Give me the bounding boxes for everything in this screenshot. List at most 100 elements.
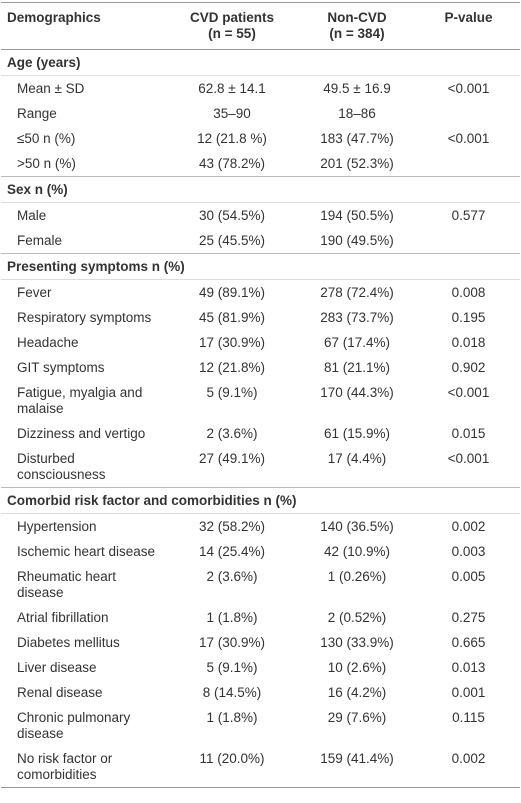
cell: 0.115	[452, 709, 485, 725]
cell: 17 (30.9%)	[198, 334, 266, 350]
cell: 194 (50.5%)	[320, 207, 394, 223]
cell: 0.018	[451, 334, 486, 350]
cell: 278 (72.4%)	[320, 284, 394, 300]
cell: 5 (9.1%)	[206, 659, 258, 675]
row-label: Male	[17, 207, 47, 223]
cell: 140 (36.5%)	[320, 518, 394, 534]
cell: 16 (4.2%)	[327, 684, 387, 700]
section-row: Comorbid risk factor and comorbidities n…	[1, 487, 520, 514]
data-row: Hypertension 32 (58.2%) 140 (36.5%) 0.002	[1, 514, 520, 540]
data-row: Dizziness and vertigo 2 (3.6%) 61 (15.9%) 0…	[1, 421, 520, 446]
data-row: Ischemic heart disease 14 (25.4%) 42 (10.9…	[1, 539, 520, 564]
row-label: Female	[17, 232, 63, 248]
table-body: Age (years) Mean ± SD 62.8 ± 14.1 49.5 ± 16…	[1, 49, 520, 788]
cell	[417, 228, 520, 254]
cell: 27 (49.1%)	[198, 450, 266, 466]
cell: 0.013	[451, 659, 486, 675]
cell: 130 (33.9%)	[320, 634, 394, 650]
cell: 0.015	[451, 425, 486, 441]
cell: 159 (41.4%)	[320, 750, 394, 766]
cell: 8 (14.5%)	[202, 684, 262, 700]
section-title: Age (years)	[1, 49, 520, 76]
row-label: Dizziness and vertigo	[17, 425, 146, 441]
data-row: Fever 49 (89.1%) 278 (72.4%) 0.008	[1, 280, 520, 306]
cell: 0.902	[451, 359, 486, 375]
section-row: Sex n (%)	[1, 176, 520, 203]
row-label: Mean ± SD	[17, 80, 85, 96]
data-row: Fatigue, myalgia and malaise 5 (9.1%) 170 …	[1, 380, 520, 421]
row-label: Chronic pulmonary disease	[17, 709, 131, 741]
cell: 0.008	[451, 284, 486, 300]
cell: 170 (44.3%)	[320, 384, 394, 400]
data-row: Female 25 (45.5%) 190 (49.5%)	[1, 228, 520, 254]
row-label: No risk factor or comorbidities	[17, 750, 113, 782]
data-row: Disturbed consciousness 27 (49.1%) 17 (4.4…	[1, 446, 520, 488]
data-row: Headache 17 (30.9%) 67 (17.4%) 0.018	[1, 330, 520, 355]
cell: 2 (3.6%)	[206, 568, 258, 584]
row-label: >50 n (%)	[17, 155, 76, 171]
row-label: Rheumatic heart disease	[17, 568, 117, 600]
header-text: P-value	[444, 10, 493, 25]
data-row: ≤50 n (%) 12 (21.8 %) 183 (47.7%) <0.001	[1, 126, 520, 151]
cell: 183 (47.7%)	[320, 130, 394, 146]
data-row: Male 30 (54.5%) 194 (50.5%) 0.577	[1, 203, 520, 229]
cell: 0.275	[451, 609, 486, 625]
row-label: Fever	[17, 284, 52, 300]
cell	[417, 151, 520, 177]
header-text: Non-CVD	[327, 10, 387, 25]
cell: <0.001	[447, 384, 490, 400]
cell: 12 (21.8 %)	[197, 130, 267, 146]
cell: 67 (17.4%)	[323, 334, 391, 350]
cell: 2 (0.52%)	[327, 609, 387, 625]
cell: 30 (54.5%)	[198, 207, 266, 223]
column-header: CVD patients (n = 55)	[167, 2, 297, 50]
data-row: >50 n (%) 43 (78.2%) 201 (52.3%)	[1, 151, 520, 177]
cell	[417, 101, 520, 126]
column-header: Demographics	[1, 2, 167, 50]
cell: 62.8 ± 14.1	[198, 80, 266, 96]
section-title: Sex n (%)	[1, 176, 520, 203]
cell: 17 (30.9%)	[198, 634, 266, 650]
row-label: Liver disease	[17, 659, 97, 675]
column-header: P-value	[417, 2, 520, 50]
cell: 0.002	[451, 518, 486, 534]
cell: 0.005	[451, 568, 486, 584]
row-label: ≤50 n (%)	[17, 130, 76, 146]
header-text: Demographics	[7, 10, 101, 25]
cell: 201 (52.3%)	[320, 155, 394, 171]
row-label: Respiratory symptoms	[17, 309, 152, 325]
row-label: Ischemic heart disease	[17, 543, 156, 559]
data-row: Mean ± SD 62.8 ± 14.1 49.5 ± 16.9 <0.001	[1, 76, 520, 102]
header-text: CVD patients	[189, 10, 274, 25]
data-row: Diabetes mellitus 17 (30.9%) 130 (33.9%) 0.…	[1, 630, 520, 655]
row-label: Atrial fibrillation	[17, 609, 109, 625]
header-row: Demographics CVD patients (n = 55) Non-CVD(…	[1, 2, 520, 50]
data-row: Liver disease 5 (9.1%) 10 (2.6%) 0.013	[1, 655, 520, 680]
data-row: Atrial fibrillation 1 (1.8%) 2 (0.52%) 0.27…	[1, 605, 520, 630]
cell: 0.195	[451, 309, 486, 325]
cell: 1 (0.26%)	[327, 568, 387, 584]
row-label: Fatigue, myalgia and malaise	[17, 384, 143, 416]
data-row: Range 35–90 18–86	[1, 101, 520, 126]
cell: 12 (21.8%)	[198, 359, 266, 375]
row-label: Range	[17, 105, 57, 121]
section-title: Comorbid risk factor and comorbidities n…	[1, 487, 520, 514]
cell: <0.001	[447, 450, 490, 466]
column-header: Non-CVD (n = 384)	[297, 2, 417, 50]
row-label: Renal disease	[17, 684, 103, 700]
cell: 29 (7.6%)	[327, 709, 387, 725]
cell: 49.5 ± 16.9	[323, 80, 391, 96]
cell: 25 (45.5%)	[198, 232, 266, 248]
cell: 10 (2.6%)	[327, 659, 387, 675]
section-row: Presenting symptoms n (%)	[1, 253, 520, 280]
cell: 0.003	[451, 543, 486, 559]
cell: 5 (9.1%)	[206, 384, 258, 400]
cell: <0.001	[447, 130, 490, 146]
row-label: Diabetes mellitus	[17, 634, 120, 650]
cell: 1 (1.8%)	[206, 709, 258, 725]
cell: 1 (1.8%)	[206, 609, 258, 625]
cell: <0.001	[447, 80, 490, 96]
data-row: Chronic pulmonary disease 1 (1.8%) 29 (7.6…	[1, 705, 520, 746]
cell: 81 (21.1%)	[323, 359, 391, 375]
